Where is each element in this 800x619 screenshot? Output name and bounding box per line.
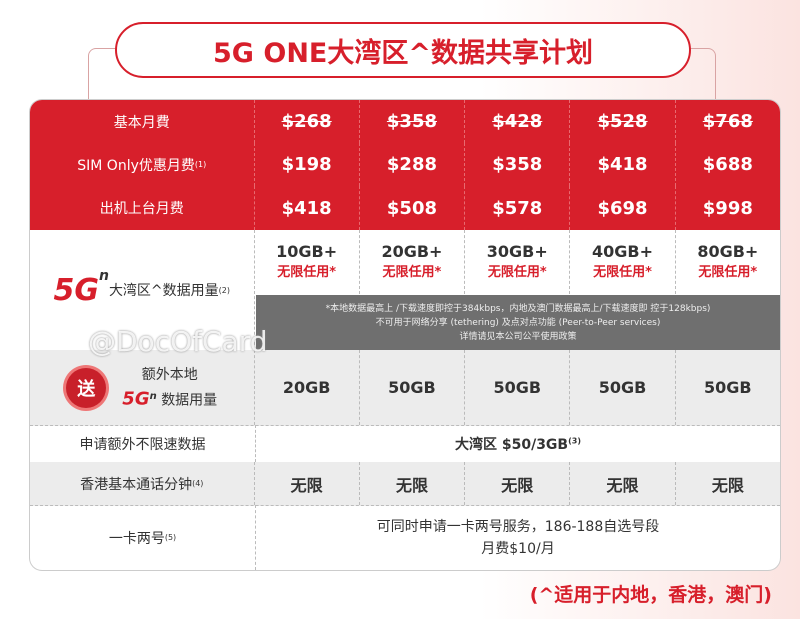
cell: $578 xyxy=(464,186,569,230)
addon-text: 大湾区 $50/3GB xyxy=(454,436,569,453)
cell: 50GB xyxy=(674,350,780,425)
row-sim-only: SIM Only优惠月费 (1) $198 $288 $358 $418 $688 xyxy=(30,143,780,187)
unlimited-label: 无限任用* xyxy=(593,265,652,280)
footnote: (4) xyxy=(192,479,204,488)
5g-logo-sup: n xyxy=(98,268,109,284)
cell: 50GB xyxy=(464,350,569,425)
cell: 无限 xyxy=(674,462,780,505)
data-amount: 10GB+ xyxy=(276,242,338,261)
cell: 10GB+ 无限任用* xyxy=(253,230,359,350)
cell: $198 xyxy=(253,143,359,186)
cell: 无限 xyxy=(464,462,569,505)
cell: $268 xyxy=(253,100,359,143)
cell: 40GB+ 无限任用* xyxy=(569,230,674,350)
cell: $698 xyxy=(569,186,674,230)
label-text: SIM Only优惠月费 xyxy=(77,157,195,174)
cell: $688 xyxy=(674,143,780,186)
cell: $418 xyxy=(569,143,674,186)
note-line: *本地数据最高上 /下载速度即控于384kbps，内地及澳门数据最高上/下载速度… xyxy=(325,303,711,314)
cell: 无限 xyxy=(253,462,359,505)
data-amount: 80GB+ xyxy=(697,242,759,261)
data-amount: 40GB+ xyxy=(592,242,654,261)
footnote: (2) xyxy=(218,285,231,295)
cell: $768 xyxy=(674,100,780,143)
row-extra-data: 送 额外本地 5Gn 数据用量 20GB 50GB 50GB 50GB 50GB xyxy=(30,350,780,426)
data-amount: 30GB+ xyxy=(486,242,548,261)
watermark: @DocOfCard xyxy=(88,325,268,358)
cell: 无限 xyxy=(358,462,464,505)
extra-label: 额外本地 5Gn 数据用量 xyxy=(122,364,217,412)
note-line: 不可用于网络分享 (tethering) 及点对点功能 (Peer-to-Pee… xyxy=(375,317,661,328)
label-text: 大湾区^数据用量 xyxy=(108,283,219,299)
row-label: 5G n 大湾区^数据用量 (2) xyxy=(30,230,254,350)
cell: 30GB+ 无限任用* xyxy=(464,230,569,350)
unlimited-label: 无限任用* xyxy=(382,265,442,280)
dual-line: 可同时申请一卡两号服务，186-188自选号段 xyxy=(376,518,660,535)
cell: 20GB+ 无限任用* xyxy=(358,230,464,350)
footnote: (1) xyxy=(194,160,207,169)
dual-line: 月费$10/月 xyxy=(481,540,555,557)
footer-note: (^适用于内地，香港，澳门) xyxy=(529,584,772,606)
data-amount: 20GB+ xyxy=(381,242,443,261)
fair-use-note: *本地数据最高上 /下载速度即控于384kbps，内地及澳门数据最高上/下载速度… xyxy=(256,295,780,350)
cell: $358 xyxy=(464,143,569,186)
label-line: 数据用量 xyxy=(161,392,218,409)
row-label: SIM Only优惠月费 (1) xyxy=(30,143,254,186)
row-addon: 申请额外不限速数据 大湾区 $50/3GB(3) xyxy=(30,425,780,463)
cell: $528 xyxy=(569,100,674,143)
note-line: 详情请见本公司公平使用政策 xyxy=(459,331,577,342)
row-basic-fee: 基本月費 $268 $358 $428 $528 $768 xyxy=(30,100,780,144)
cell: 20GB xyxy=(253,350,359,425)
label-line: 额外本地 xyxy=(141,366,198,383)
page-title: 5G ONE大湾区^数据共享计划 xyxy=(115,22,691,78)
cell: $418 xyxy=(253,186,359,230)
plan-table: 基本月費 $268 $358 $428 $528 $768 SIM Only优惠… xyxy=(30,100,780,570)
row-label: 基本月費 xyxy=(113,114,170,131)
gift-badge-icon: 送 xyxy=(66,367,107,408)
cell: $508 xyxy=(358,186,464,230)
row-label: 送 额外本地 5Gn 数据用量 xyxy=(30,350,254,425)
cell: $998 xyxy=(674,186,780,230)
cell: $288 xyxy=(358,143,464,186)
row-label: 香港基本通话分钟 (4) xyxy=(30,462,254,505)
cell: $428 xyxy=(464,100,569,143)
row-handset-fee: 出机上台月费 $418 $508 $578 $698 $998 xyxy=(30,186,780,230)
addon-value: 大湾区 $50/3GB(3) xyxy=(255,425,780,462)
footnote: (5) xyxy=(164,533,177,542)
row-label: 出机上台月费 xyxy=(99,201,184,217)
unlimited-label: 无限任用* xyxy=(487,265,547,280)
unlimited-label: 无限任用* xyxy=(277,265,337,280)
footnote: (3) xyxy=(568,435,581,445)
row-voice: 香港基本通话分钟 (4) 无限 无限 无限 无限 无限 xyxy=(30,462,780,506)
unlimited-label: 无限任用* xyxy=(698,265,758,280)
row-dual-number: 一卡两号 (5) 可同时申请一卡两号服务，186-188自选号段 月费$10/月 xyxy=(30,505,780,570)
5g-logo: 5G xyxy=(53,272,99,308)
dual-value: 可同时申请一卡两号服务，186-188自选号段 月费$10/月 xyxy=(255,505,780,570)
cell: 50GB xyxy=(569,350,674,425)
5g-logo: 5G xyxy=(122,388,150,410)
cell: 80GB+ 无限任用* xyxy=(674,230,780,350)
label-text: 香港基本通话分钟 xyxy=(80,476,193,493)
cell: 50GB xyxy=(358,350,464,425)
cell: $358 xyxy=(358,100,464,143)
row-label: 申请额外不限速数据 xyxy=(79,436,206,453)
row-label: 一卡两号 (5) xyxy=(30,505,255,570)
label-text: 一卡两号 xyxy=(108,530,165,547)
cell: 无限 xyxy=(569,462,674,505)
5g-logo-sup: n xyxy=(149,390,157,402)
